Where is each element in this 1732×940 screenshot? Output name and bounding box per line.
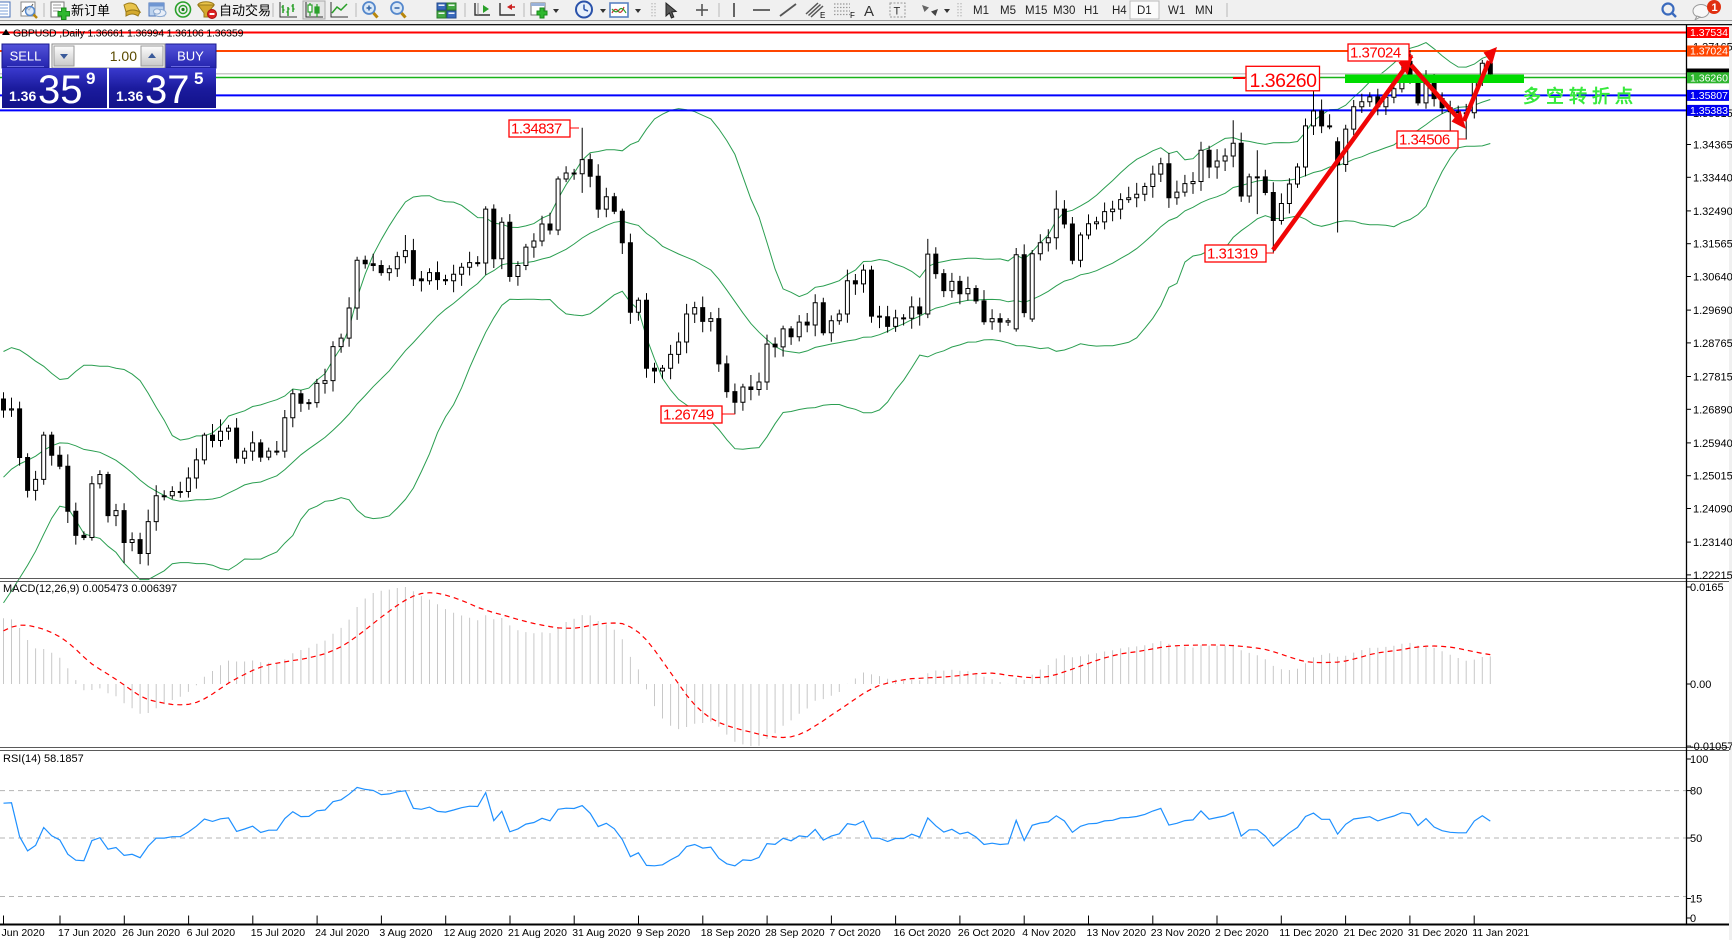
svg-text:31 Aug 2020: 31 Aug 2020 [572, 927, 631, 939]
svg-text:1.00: 1.00 [110, 48, 137, 64]
svg-text:50: 50 [1690, 833, 1702, 845]
svg-text:1.32490: 1.32490 [1693, 206, 1732, 218]
svg-text:T: T [894, 6, 901, 18]
svg-text:M15: M15 [1025, 5, 1047, 17]
svg-text:1.36: 1.36 [9, 88, 36, 104]
svg-text:1.25015: 1.25015 [1693, 471, 1732, 483]
svg-text:SELL: SELL [10, 49, 42, 64]
svg-text:31 Dec 2020: 31 Dec 2020 [1408, 927, 1468, 939]
svg-text:37: 37 [145, 68, 190, 112]
svg-text:1.27815: 1.27815 [1693, 372, 1732, 384]
svg-text:1.36: 1.36 [116, 88, 143, 104]
svg-text:M5: M5 [1000, 5, 1016, 17]
svg-text:3 Aug 2020: 3 Aug 2020 [379, 927, 432, 939]
svg-text:1.29690: 1.29690 [1693, 305, 1732, 317]
svg-text:2 Dec 2020: 2 Dec 2020 [1215, 927, 1269, 939]
svg-text:D1: D1 [1137, 5, 1152, 17]
svg-text:0.00: 0.00 [1690, 679, 1711, 691]
svg-text:0: 0 [1690, 913, 1696, 925]
svg-text:1: 1 [1712, 2, 1718, 14]
svg-text:0.0165: 0.0165 [1690, 582, 1724, 594]
svg-text:E: E [820, 11, 825, 20]
svg-text:1.30640: 1.30640 [1693, 272, 1732, 284]
svg-text:1.36260: 1.36260 [1690, 73, 1728, 85]
svg-text:21 Aug 2020: 21 Aug 2020 [508, 927, 567, 939]
svg-text:W1: W1 [1168, 5, 1185, 17]
svg-text:1.35807: 1.35807 [1690, 90, 1728, 102]
svg-text:1.37024: 1.37024 [1690, 46, 1728, 58]
svg-text:1.36260: 1.36260 [1250, 70, 1318, 92]
svg-text:BUY: BUY [177, 49, 204, 64]
svg-text:1.33440: 1.33440 [1693, 172, 1732, 184]
svg-text:16 Oct 2020: 16 Oct 2020 [894, 927, 951, 939]
svg-text:9: 9 [86, 69, 95, 88]
svg-text:1.25940: 1.25940 [1693, 438, 1732, 450]
svg-text:MACD(12,26,9) 0.005473 0.00639: MACD(12,26,9) 0.005473 0.006397 [3, 583, 177, 595]
svg-text:17 Jun 2020: 17 Jun 2020 [58, 927, 116, 939]
svg-text:新订单: 新订单 [71, 3, 110, 18]
svg-text:1.34506: 1.34506 [1399, 132, 1450, 149]
svg-text:1.37024: 1.37024 [1350, 45, 1401, 62]
svg-text:1.35383: 1.35383 [1690, 105, 1728, 117]
svg-text:Jun 2020: Jun 2020 [2, 927, 45, 939]
svg-text:4 Nov 2020: 4 Nov 2020 [1022, 927, 1076, 939]
svg-text:1.26749: 1.26749 [663, 407, 714, 424]
svg-text:F: F [850, 11, 855, 20]
svg-text:1.31319: 1.31319 [1207, 246, 1258, 263]
svg-text:1.34365: 1.34365 [1693, 140, 1732, 152]
svg-text:18 Sep 2020: 18 Sep 2020 [701, 927, 761, 939]
svg-text:13 Nov 2020: 13 Nov 2020 [1087, 927, 1147, 939]
svg-text:6 Jul 2020: 6 Jul 2020 [187, 927, 236, 939]
svg-text:M1: M1 [973, 5, 989, 17]
svg-text:15 Jul 2020: 15 Jul 2020 [251, 927, 305, 939]
svg-text:1.22215: 1.22215 [1693, 570, 1732, 582]
svg-text:28 Sep 2020: 28 Sep 2020 [765, 927, 825, 939]
svg-text:A: A [864, 3, 874, 20]
svg-text:1.31565: 1.31565 [1693, 239, 1732, 251]
svg-text:11 Jan 2021: 11 Jan 2021 [1472, 927, 1529, 939]
svg-text:21 Dec 2020: 21 Dec 2020 [1344, 927, 1404, 939]
svg-text:RSI(14) 58.1857: RSI(14) 58.1857 [3, 753, 84, 765]
svg-text:多空转折点: 多空转折点 [1523, 86, 1638, 107]
svg-text:100: 100 [1690, 754, 1708, 766]
svg-text:GBPUSD ,Daily 1.36661 1.36994: GBPUSD ,Daily 1.36661 1.36994 1.36106 1.… [13, 28, 244, 40]
svg-text:1.37534: 1.37534 [1690, 27, 1728, 39]
svg-text:M30: M30 [1053, 5, 1075, 17]
svg-text:12 Aug 2020: 12 Aug 2020 [444, 927, 503, 939]
svg-text:23 Nov 2020: 23 Nov 2020 [1151, 927, 1211, 939]
svg-text:5: 5 [194, 69, 203, 88]
svg-text:1.23140: 1.23140 [1693, 537, 1732, 549]
svg-text:1.34837: 1.34837 [511, 121, 562, 138]
svg-text:80: 80 [1690, 786, 1702, 798]
svg-text:9 Sep 2020: 9 Sep 2020 [637, 927, 691, 939]
svg-text:MN: MN [1195, 5, 1213, 17]
svg-text:24 Jul 2020: 24 Jul 2020 [315, 927, 369, 939]
svg-text:自动交易: 自动交易 [219, 3, 271, 18]
svg-text:7 Oct 2020: 7 Oct 2020 [829, 927, 881, 939]
svg-text:H1: H1 [1084, 5, 1099, 17]
svg-text:1.26890: 1.26890 [1693, 404, 1732, 416]
svg-text:26 Oct 2020: 26 Oct 2020 [958, 927, 1015, 939]
svg-text:26 Jun 2020: 26 Jun 2020 [122, 927, 180, 939]
svg-text:35: 35 [38, 68, 83, 112]
svg-text:11 Dec 2020: 11 Dec 2020 [1279, 927, 1338, 939]
svg-text:1.24090: 1.24090 [1693, 504, 1732, 516]
svg-text:1.28765: 1.28765 [1693, 338, 1732, 350]
svg-text:H4: H4 [1112, 5, 1127, 17]
svg-text:15: 15 [1690, 894, 1702, 906]
